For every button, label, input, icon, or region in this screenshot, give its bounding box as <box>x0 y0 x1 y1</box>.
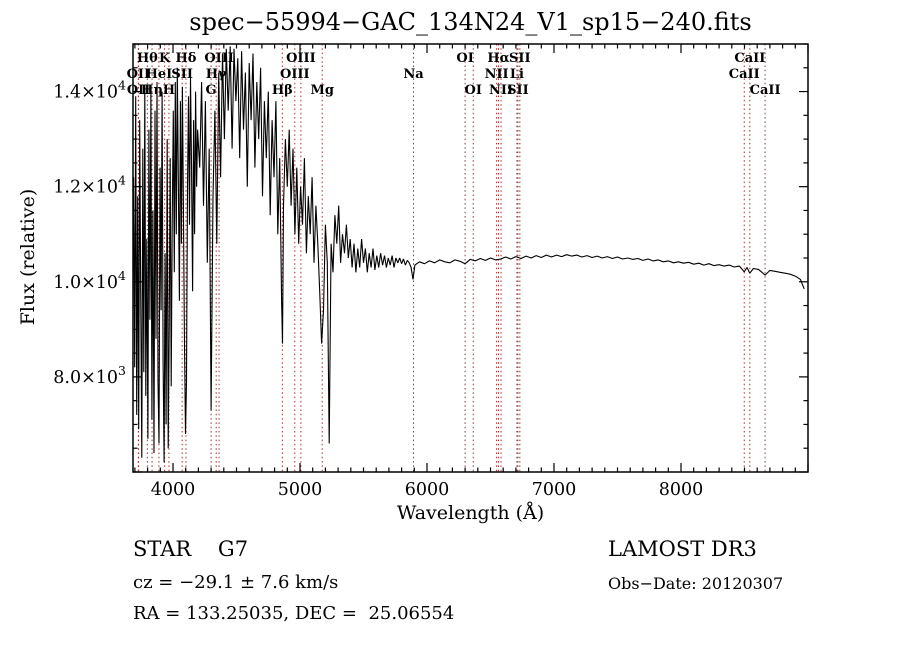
spectral-line-label: OIII <box>286 51 316 66</box>
spectral-line-label: Hγ <box>206 67 227 82</box>
spectral-line-label: OI <box>456 51 473 66</box>
spectral-line-label: H <box>163 83 175 98</box>
spectral-line-label: Hα <box>487 51 509 66</box>
spectral-line-label: Mg <box>310 83 333 98</box>
y-tick-label: 1.4×104 <box>53 78 126 103</box>
y-tick-label: 8.0×103 <box>53 363 126 388</box>
spectral-line-label: OIII <box>280 67 310 82</box>
spectral-line-label: NII <box>489 83 513 98</box>
x-tick-label: 8000 <box>659 480 704 500</box>
spectral-line-label: K <box>159 51 171 66</box>
spectral-line-label: OI <box>465 83 482 98</box>
spectral-line-label: Na <box>403 67 424 82</box>
x-tick-label: 4000 <box>151 480 196 500</box>
spectral-line-label: Hθ <box>137 51 158 66</box>
spectral-line-label: SII <box>507 83 529 98</box>
spectrum-path <box>133 46 805 463</box>
radial-velocity-text: cz = −29.1 ± 7.6 km/s <box>133 572 339 593</box>
x-axis-label: Wavelength (Å) <box>396 502 545 524</box>
spectral-line-label: Li <box>510 67 524 82</box>
x-tick-label: 6000 <box>405 480 450 500</box>
spectral-line-label: Hδ <box>175 51 196 66</box>
observation-date-text: Obs−Date: 20120307 <box>608 574 784 593</box>
spectral-line-label: SII <box>509 51 531 66</box>
spectral-line-label: SII <box>171 67 193 82</box>
spectral-line-label: NII <box>485 67 509 82</box>
spectral-line-label: CaII <box>734 51 765 66</box>
spectral-line-label: HeI <box>146 67 173 82</box>
coordinates-text: RA = 133.25035, DEC = 25.06554 <box>133 603 455 624</box>
survey-release-text: LAMOST DR3 <box>608 537 757 561</box>
plot-title: spec−55994−GAC_134N24_V1_sp15−240.fits <box>189 8 752 36</box>
spectral-line-label: CaII <box>750 83 781 98</box>
classification-text: STAR G7 <box>133 537 249 561</box>
y-tick-label: 1.0×104 <box>53 268 126 293</box>
plot-frame <box>132 43 809 473</box>
spectral-line-label: CaII <box>729 67 760 82</box>
x-tick-label: 5000 <box>278 480 323 500</box>
x-tick-label: 7000 <box>532 480 577 500</box>
spectral-line-label: G <box>206 83 217 98</box>
spectral-line-label: Hβ <box>272 83 293 98</box>
y-tick-label: 1.2×104 <box>53 173 126 198</box>
